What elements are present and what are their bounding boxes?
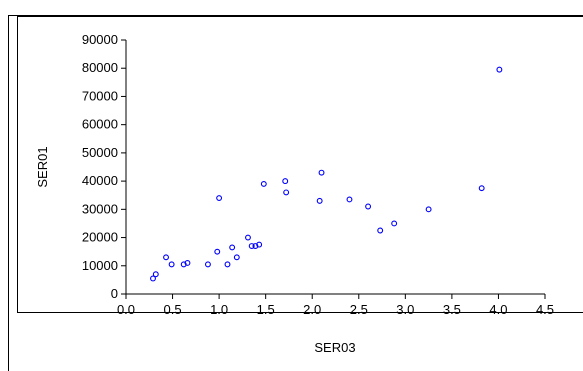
data-point (260, 180, 267, 187)
x-tick-label: 4.0 (489, 302, 507, 317)
chart-panel (17, 16, 583, 313)
y-tick-label: 40000 (82, 173, 118, 188)
x-tick-label: 3.0 (396, 302, 414, 317)
data-point (180, 261, 187, 268)
data-point (256, 241, 263, 248)
data-point (377, 227, 384, 234)
y-tick-label: 80000 (82, 60, 118, 75)
y-tick-label: 70000 (82, 88, 118, 103)
y-axis-ticks: 0 10000 20000 30000 40000 50000 60000 70000 8000… (82, 32, 126, 301)
data-point (229, 244, 236, 251)
data-point (150, 275, 156, 282)
data-point (216, 195, 223, 201)
data-point (391, 220, 398, 227)
x-tick-label: 2.0 (303, 302, 321, 317)
y-tick-label: 50000 (82, 145, 118, 160)
y-tick-label: 20000 (82, 230, 118, 245)
data-point (318, 169, 325, 176)
data-point (214, 248, 221, 255)
data-point (496, 66, 503, 73)
y-axis-label: SER01 (35, 146, 50, 187)
axes (125, 40, 545, 295)
data-point (478, 185, 485, 192)
data-point (425, 206, 432, 213)
x-tick-label: 2.5 (350, 302, 368, 317)
data-point (346, 196, 353, 203)
data-point (248, 243, 255, 249)
data-point (282, 178, 289, 185)
data-point (252, 243, 259, 249)
data-point (152, 271, 159, 278)
y-tick-label: 90000 (82, 32, 118, 47)
data-point (204, 261, 211, 268)
data-point (316, 197, 323, 204)
x-tick-label: 3.5 (443, 302, 461, 317)
data-point (184, 260, 191, 266)
data-point (283, 189, 290, 196)
x-axis-ticks: 0.0 0.5 1.0 1.5 2.0 2.5 3.0 3.5 4.0 4.5 (117, 294, 554, 317)
data-point (365, 203, 372, 210)
data-point (245, 234, 251, 241)
y-tick-label: 60000 (82, 117, 118, 132)
y-tick-label: 30000 (82, 201, 118, 216)
x-tick-label: 0.5 (164, 302, 182, 317)
x-tick-label: 1.5 (257, 302, 275, 317)
x-tick-label: 1.0 (210, 302, 228, 317)
y-tick-label: 0 (111, 286, 118, 301)
data-point (233, 254, 240, 261)
outer-frame (8, 15, 583, 371)
y-tick-label: 10000 (82, 258, 118, 273)
data-points (150, 66, 503, 282)
x-tick-label: 4.5 (536, 302, 554, 317)
data-point (224, 261, 231, 268)
x-tick-label: 0.0 (117, 302, 135, 317)
data-point (163, 254, 169, 261)
data-point (168, 261, 175, 268)
x-axis-label: SER03 (314, 340, 355, 355)
